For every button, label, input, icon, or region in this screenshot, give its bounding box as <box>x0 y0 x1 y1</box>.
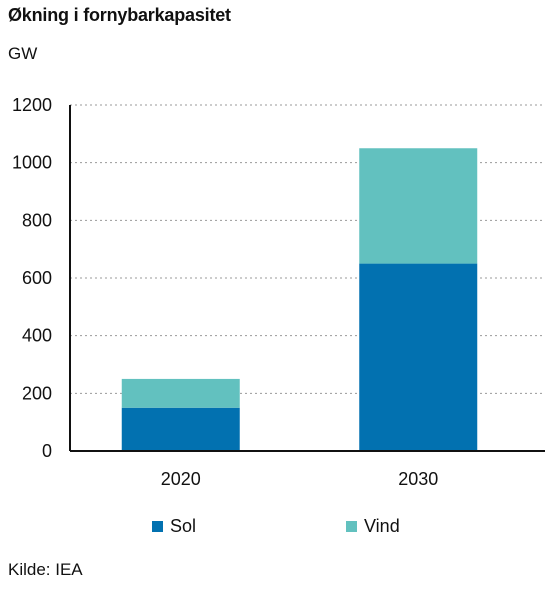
legend-label-vind: Vind <box>364 516 400 536</box>
y-tick-label: 1000 <box>12 153 52 173</box>
legend-item-sol: Sol <box>152 516 196 537</box>
bar-vind-2020 <box>121 378 240 408</box>
legend-item-vind: Vind <box>346 516 400 537</box>
y-axis-unit: GW <box>8 44 38 63</box>
y-tick-label: 600 <box>22 268 52 288</box>
x-tick-label: 2030 <box>398 469 438 489</box>
y-tick-label: 1200 <box>12 95 52 115</box>
source-note: Kilde: IEA <box>8 560 83 579</box>
legend-label-sol: Sol <box>170 516 197 536</box>
x-tick-label: 2020 <box>161 469 201 489</box>
bar-vind-2030 <box>359 148 478 264</box>
bar-sol-2030 <box>359 263 478 451</box>
chart-title: Økning i fornybarkapasitet <box>8 5 231 25</box>
legend-swatch-sol <box>152 521 163 532</box>
legend: Sol Vind <box>0 516 547 540</box>
y-tick-label: 800 <box>22 210 52 230</box>
bar-sol-2020 <box>121 407 240 451</box>
y-tick-label: 400 <box>22 326 52 346</box>
legend-swatch-vind <box>346 521 357 532</box>
bar-chart: 0 200 400 600 800 1000 1200 2020 2030 <box>12 95 545 489</box>
y-tick-label: 0 <box>42 441 52 461</box>
y-tick-label: 200 <box>22 383 52 403</box>
